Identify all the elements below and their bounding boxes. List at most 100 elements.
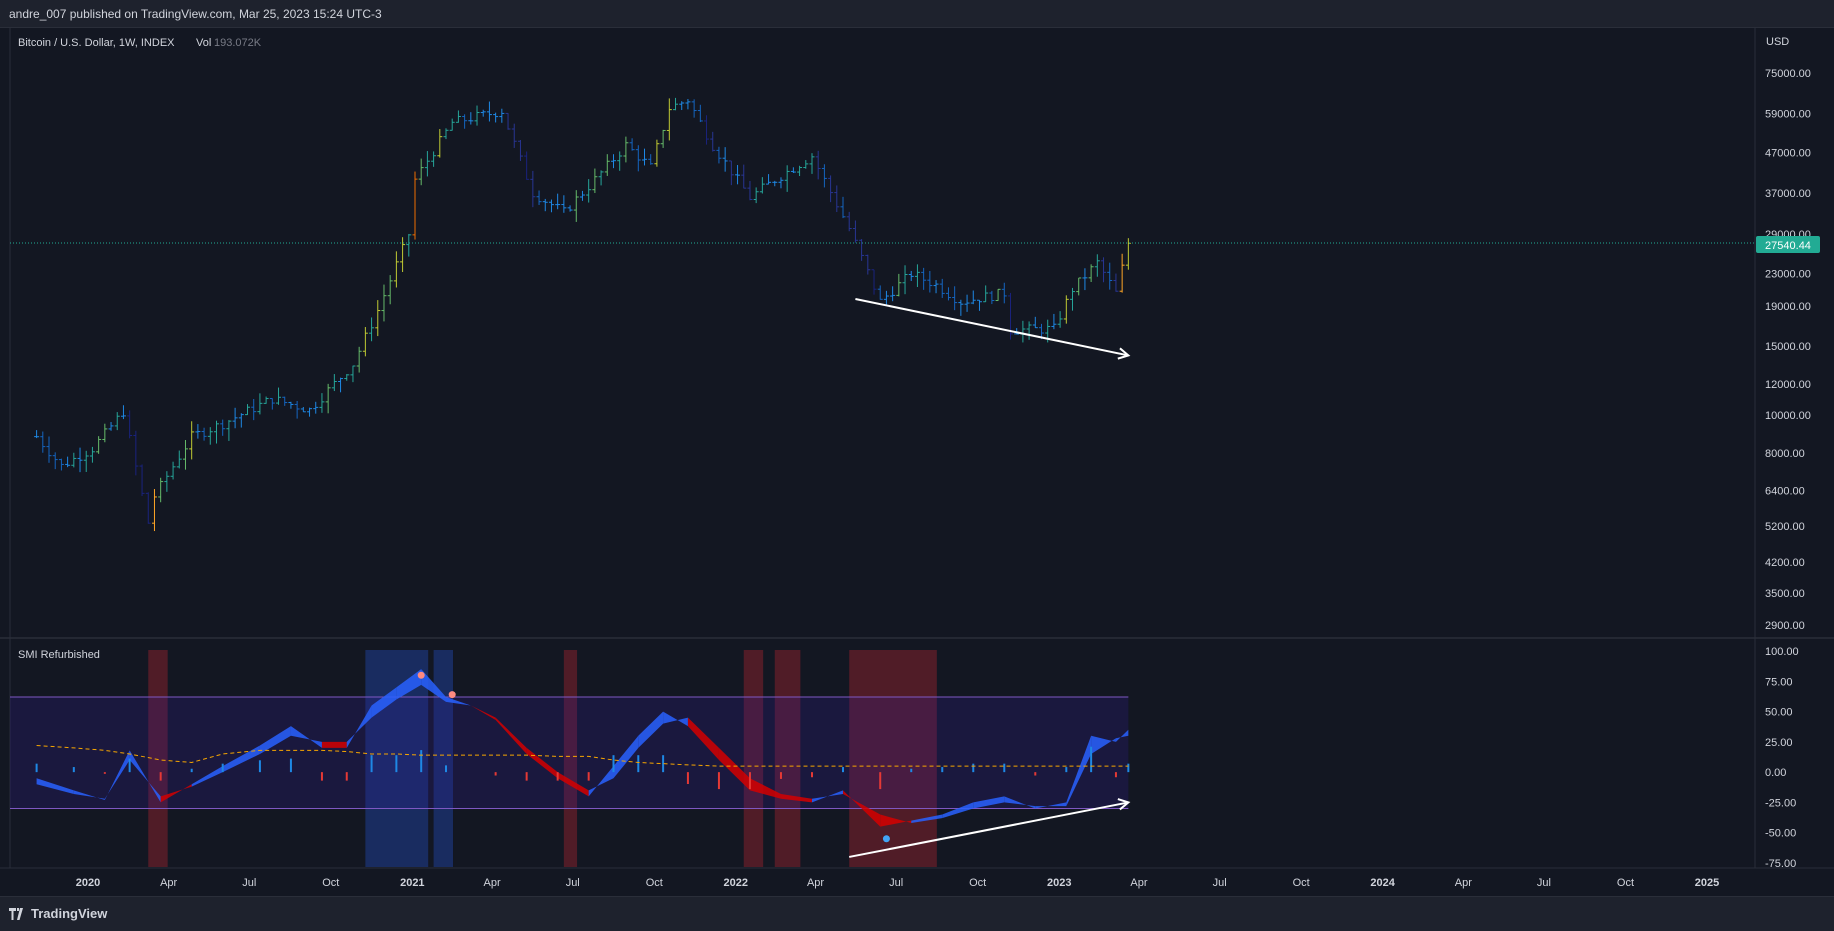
smi-ribbon-segment xyxy=(495,717,527,754)
smi-ribbon-segment xyxy=(843,790,881,827)
price-axis-tick: 4200.00 xyxy=(1765,557,1805,569)
price-trend-arrow-head xyxy=(1117,347,1131,360)
tradingview-logo[interactable]: TradingView xyxy=(9,906,107,921)
symbol-legend: Bitcoin / U.S. Dollar, 1W, INDEX xyxy=(18,37,175,49)
smi-ribbon-segment xyxy=(1091,735,1116,754)
price-axis-tick: 19000.00 xyxy=(1765,301,1811,313)
smi-axis-tick: 75.00 xyxy=(1765,676,1793,688)
price-axis-tick: 8000.00 xyxy=(1765,448,1805,460)
price-axis-tick: 37000.00 xyxy=(1765,188,1811,200)
smi-axis-tick: 50.00 xyxy=(1765,707,1793,719)
smi-ribbon-segment xyxy=(421,669,447,702)
smi-signal-marker xyxy=(448,691,456,699)
volume-value: 193.072K xyxy=(214,37,262,49)
time-axis-tick: Apr xyxy=(1130,877,1147,889)
time-axis-tick: Jul xyxy=(1537,877,1551,889)
smi-ribbon-segment xyxy=(973,796,1005,809)
smi-ribbon-segment xyxy=(663,711,688,727)
tradingview-logo-icon xyxy=(9,907,23,920)
smi-ribbon-segment xyxy=(222,745,260,773)
smi-ribbon-segment xyxy=(1004,796,1036,809)
footer-bar: TradingView xyxy=(0,896,1834,931)
smi-signal-line xyxy=(36,744,1129,767)
time-axis-tick: Oct xyxy=(646,877,663,889)
smi-ribbon-segment xyxy=(36,778,74,794)
publish-header: andre_007 published on TradingView.com, … xyxy=(0,0,1834,28)
smi-ribbon-segment xyxy=(780,793,812,803)
highlight-zone xyxy=(849,650,937,867)
smi-ribbon-segment xyxy=(321,741,347,748)
currency-label: USD xyxy=(1766,36,1789,48)
last-price-tag: 27540.44 xyxy=(1765,240,1811,252)
time-axis-tick: Apr xyxy=(160,877,177,889)
smi-ribbon-segment xyxy=(191,766,223,787)
time-axis-tick: Oct xyxy=(322,877,339,889)
smi-ribbon-segment xyxy=(129,750,161,803)
price-axis-tick: 23000.00 xyxy=(1765,269,1811,281)
time-axis-tick: 2025 xyxy=(1695,877,1719,889)
highlight-zone xyxy=(743,650,764,867)
publish-attribution: andre_007 published on TradingView.com, … xyxy=(9,7,382,21)
price-trend-arrow xyxy=(855,298,1129,357)
smi-ribbon-segment xyxy=(911,814,943,824)
price-axis-tick: 47000.00 xyxy=(1765,147,1811,159)
smi-axis-tick: 0.00 xyxy=(1765,767,1786,779)
highlight-zone xyxy=(774,650,801,867)
smi-ribbon-segment xyxy=(73,790,105,801)
time-axis-tick: Oct xyxy=(969,877,986,889)
time-axis-tick: Apr xyxy=(1455,877,1472,889)
smi-ribbon-segment xyxy=(104,750,130,801)
smi-ribbon-segment xyxy=(470,705,496,721)
highlight-zone xyxy=(148,650,168,867)
smi-ribbon-segment xyxy=(1066,735,1092,807)
price-axis-tick: 75000.00 xyxy=(1765,68,1811,80)
price-axis-tick: 12000.00 xyxy=(1765,379,1811,391)
time-axis-tick: Jul xyxy=(566,877,580,889)
smi-ribbon-segment xyxy=(1035,802,1067,809)
smi-ribbon-segment xyxy=(880,814,912,827)
price-axis-tick: 2900.00 xyxy=(1765,620,1805,632)
smi-ribbon-segment xyxy=(613,735,639,779)
highlight-zone xyxy=(433,650,454,867)
time-axis-tick: 2020 xyxy=(76,877,100,889)
time-axis-tick: 2022 xyxy=(724,877,748,889)
price-axis-tick: 3500.00 xyxy=(1765,588,1805,600)
time-axis-tick: 2023 xyxy=(1047,877,1071,889)
time-axis-tick: Apr xyxy=(484,877,501,889)
smi-ribbon-segment xyxy=(588,766,614,797)
price-axis-tick: 10000.00 xyxy=(1765,410,1811,422)
brand-name: TradingView xyxy=(31,906,108,921)
price-axis-tick: 5200.00 xyxy=(1765,521,1805,533)
smi-axis-tick: -75.00 xyxy=(1765,858,1796,870)
time-axis-tick: 2024 xyxy=(1370,877,1395,889)
price-axis-tick: 15000.00 xyxy=(1765,341,1811,353)
smi-ribbon-segment xyxy=(446,697,471,706)
smi-ribbon-segment xyxy=(687,717,719,761)
volume-label: Vol xyxy=(196,37,211,49)
smi-ribbon-segment xyxy=(557,772,589,797)
smi-axis-tick: 100.00 xyxy=(1765,646,1799,658)
smi-ribbon-segment xyxy=(371,687,397,718)
time-axis-tick: 2021 xyxy=(400,877,424,889)
smi-ribbon-segment xyxy=(749,778,781,799)
smi-ribbon-segment xyxy=(290,726,322,748)
chart-canvas[interactable]: 75000.0059000.0047000.0037000.0029000.00… xyxy=(0,28,1834,896)
smi-axis-tick: 25.00 xyxy=(1765,737,1793,749)
smi-axis-tick: -50.00 xyxy=(1765,828,1796,840)
smi-ribbon-segment xyxy=(396,669,422,700)
price-axis-tick: 59000.00 xyxy=(1765,109,1811,121)
smi-axis-tick: -25.00 xyxy=(1765,797,1796,809)
time-axis-tick: Apr xyxy=(807,877,824,889)
indicator-title: SMI Refurbished xyxy=(18,649,100,661)
highlight-zone xyxy=(563,650,578,867)
smi-trend-arrow-head xyxy=(1117,798,1131,811)
smi-ribbon-segment xyxy=(346,705,372,748)
last-price-tag-bg xyxy=(1756,236,1820,253)
time-axis-tick: Oct xyxy=(1293,877,1310,889)
smi-signal-marker xyxy=(882,835,890,843)
smi-ribbon-segment xyxy=(259,726,291,754)
smi-trend-arrow xyxy=(849,801,1129,858)
smi-band-fill xyxy=(10,697,1129,809)
smi-signal-marker xyxy=(417,671,425,679)
time-axis-tick: Jul xyxy=(889,877,903,889)
